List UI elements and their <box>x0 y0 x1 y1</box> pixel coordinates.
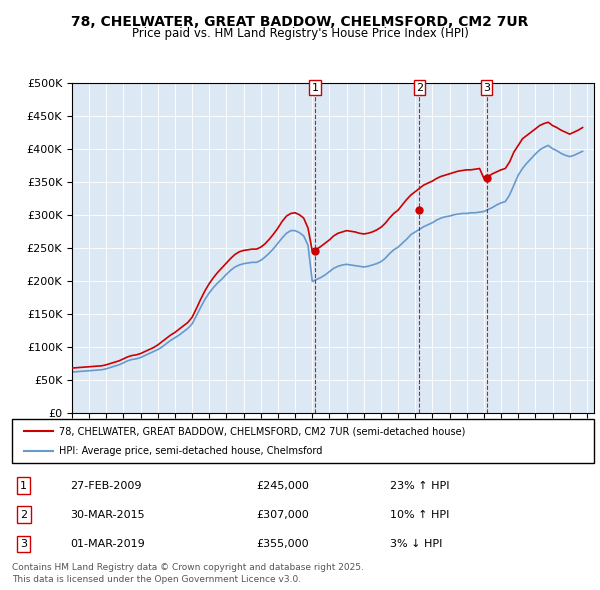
Text: 1: 1 <box>20 480 27 490</box>
Text: £307,000: £307,000 <box>256 510 309 520</box>
Text: 23% ↑ HPI: 23% ↑ HPI <box>391 480 450 490</box>
Text: 01-MAR-2019: 01-MAR-2019 <box>70 539 145 549</box>
Text: This data is licensed under the Open Government Licence v3.0.: This data is licensed under the Open Gov… <box>12 575 301 584</box>
Text: 3: 3 <box>483 83 490 93</box>
Text: 2: 2 <box>416 83 423 93</box>
Text: 3% ↓ HPI: 3% ↓ HPI <box>391 539 443 549</box>
Text: £245,000: £245,000 <box>256 480 310 490</box>
Text: 10% ↑ HPI: 10% ↑ HPI <box>391 510 449 520</box>
Text: 2: 2 <box>20 510 27 520</box>
Text: 30-MAR-2015: 30-MAR-2015 <box>70 510 145 520</box>
Text: 78, CHELWATER, GREAT BADDOW, CHELMSFORD, CM2 7UR (semi-detached house): 78, CHELWATER, GREAT BADDOW, CHELMSFORD,… <box>59 427 465 436</box>
Text: 27-FEB-2009: 27-FEB-2009 <box>70 480 142 490</box>
Text: Price paid vs. HM Land Registry's House Price Index (HPI): Price paid vs. HM Land Registry's House … <box>131 27 469 40</box>
Text: £355,000: £355,000 <box>256 539 309 549</box>
Text: HPI: Average price, semi-detached house, Chelmsford: HPI: Average price, semi-detached house,… <box>59 446 322 455</box>
Text: 3: 3 <box>20 539 27 549</box>
FancyBboxPatch shape <box>12 419 594 463</box>
Text: 1: 1 <box>311 83 319 93</box>
Text: Contains HM Land Registry data © Crown copyright and database right 2025.: Contains HM Land Registry data © Crown c… <box>12 563 364 572</box>
Text: 78, CHELWATER, GREAT BADDOW, CHELMSFORD, CM2 7UR: 78, CHELWATER, GREAT BADDOW, CHELMSFORD,… <box>71 15 529 29</box>
